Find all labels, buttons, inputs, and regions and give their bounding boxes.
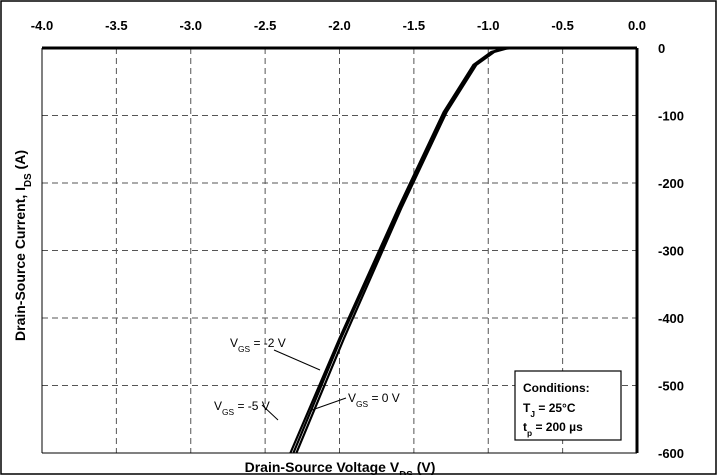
x-tick-label: -0.5: [551, 18, 573, 33]
x-tick-label: -1.5: [403, 18, 425, 33]
annotations-group: VGS = -2 V VGS = -5 V VGS = 0 V Conditions:…: [214, 336, 622, 441]
y-tick-label: -500: [658, 379, 684, 394]
x-tick-label: 0.0: [628, 18, 646, 33]
y-axis-title: Drain-Source Current, IDS (A): [12, 150, 34, 341]
y-tick-label: 0: [658, 41, 665, 56]
y-tick-label: -200: [658, 176, 684, 191]
y-tick-label: -100: [658, 109, 684, 124]
annotation-arrow-neg5: [261, 404, 279, 421]
x-tick-label: -4.0: [31, 18, 53, 33]
y-tick-label: -400: [658, 311, 684, 326]
x-axis-title: Drain-Source Voltage VDS (V): [245, 459, 436, 475]
conditions-temperature: TJ = 25°C: [523, 401, 576, 419]
conditions-title: Conditions:: [523, 381, 590, 395]
annotation-arrow-0: [311, 397, 347, 411]
x-tick-label: -2.5: [254, 18, 276, 33]
annotation-vgs-neg2: VGS = -2 V: [230, 336, 286, 354]
grid: [42, 48, 637, 453]
annotation-vgs-0: VGS = 0 V: [348, 391, 400, 409]
x-tick-label: -1.0: [477, 18, 499, 33]
annotation-arrow-neg2: [273, 349, 321, 371]
y-tick-label: -300: [658, 244, 684, 259]
conditions-box: [514, 370, 622, 441]
annotation-vgs-neg5: VGS = -5 V: [214, 399, 270, 417]
x-tick-label: -3.5: [105, 18, 127, 33]
conditions-pulse: tp = 200 µs: [523, 420, 583, 438]
x-tick-label: -3.0: [180, 18, 202, 33]
x-tick-label: -2.0: [328, 18, 350, 33]
y-tick-label: -600: [658, 446, 684, 461]
